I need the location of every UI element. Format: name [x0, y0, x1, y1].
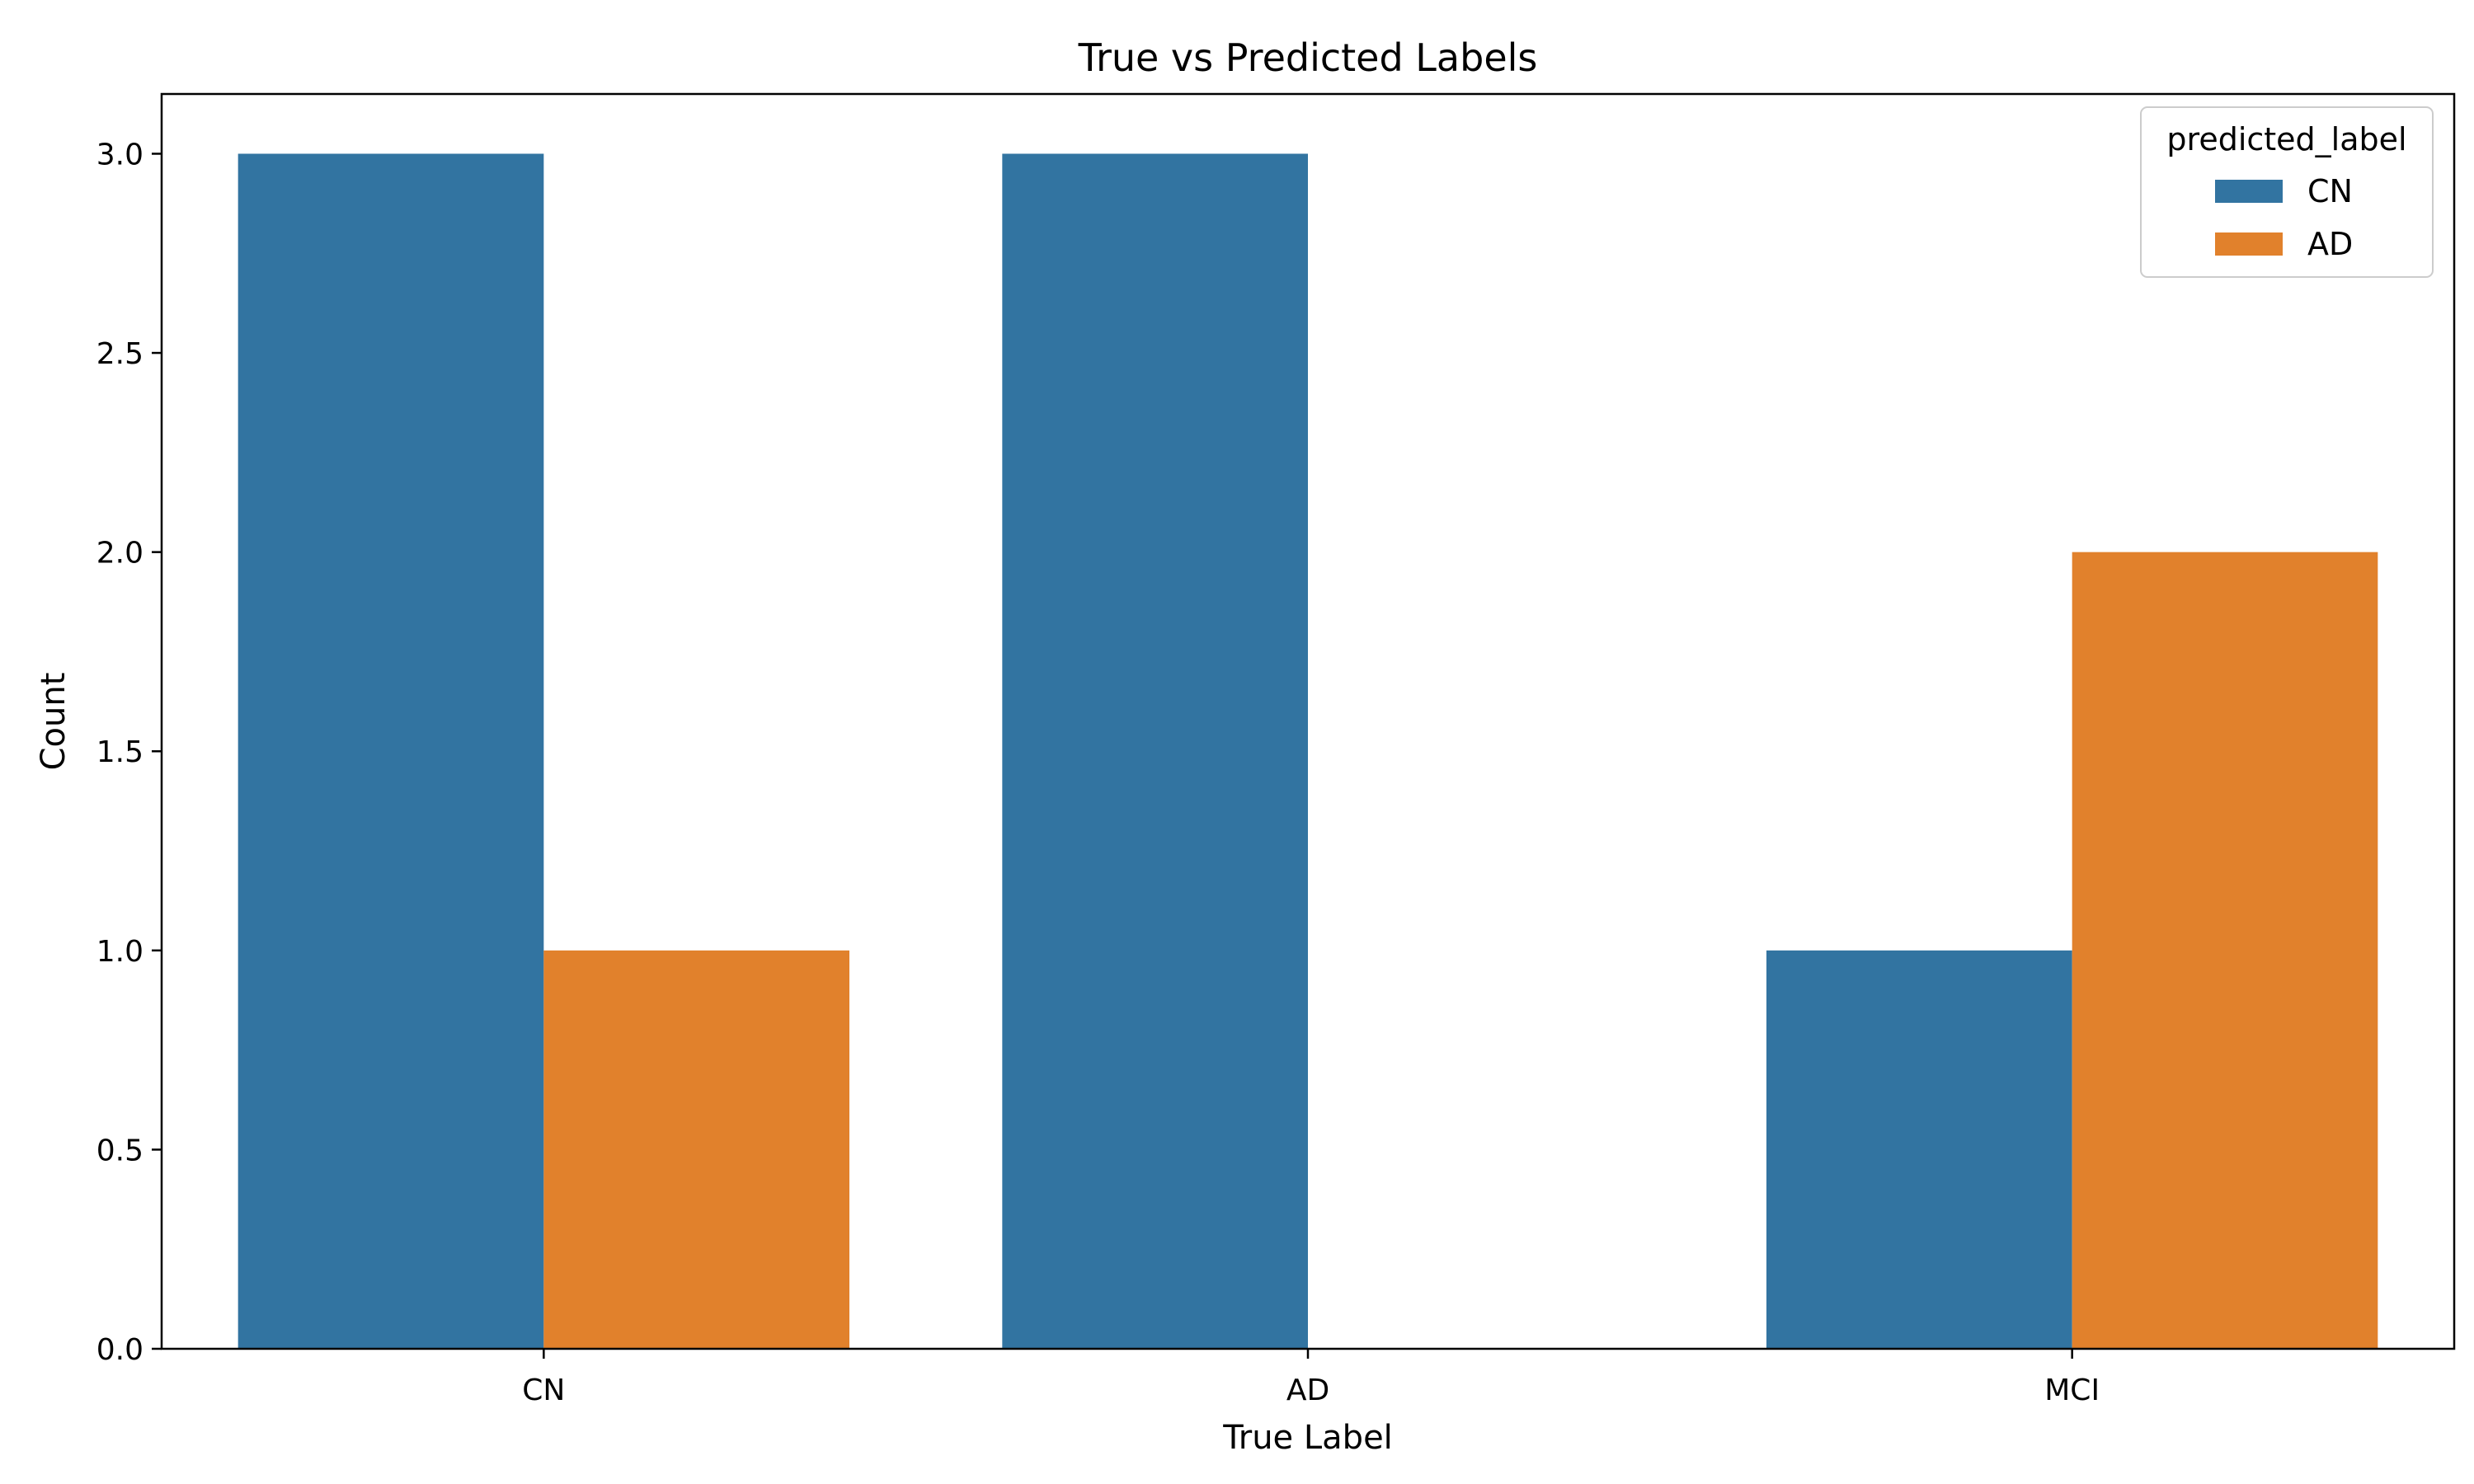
chart-title: True vs Predicted Labels — [1078, 35, 1538, 80]
bar-cn-cn — [238, 153, 544, 1349]
y-tick-label: 0.0 — [96, 1333, 143, 1367]
x-axis-ticks: CN AD MCI — [522, 1349, 2100, 1407]
y-tick-label: 2.5 — [96, 337, 143, 371]
legend-swatch-cn — [2215, 180, 2283, 203]
bars-group — [238, 153, 2378, 1349]
legend-swatch-ad — [2215, 232, 2283, 256]
y-axis-label: Count — [35, 673, 73, 771]
x-tick-label: AD — [1286, 1374, 1329, 1407]
y-tick-label: 3.0 — [96, 138, 143, 171]
bar-ad-cn — [543, 950, 849, 1349]
y-tick-label: 1.0 — [96, 935, 143, 969]
y-tick-label: 1.5 — [96, 735, 143, 769]
legend-items: CN AD — [2215, 173, 2353, 262]
y-tick-label: 0.5 — [96, 1134, 143, 1167]
x-tick-label: CN — [522, 1374, 565, 1407]
x-tick-label: MCI — [2044, 1374, 2100, 1407]
legend-label-ad: AD — [2307, 226, 2353, 262]
bar-cn-ad — [1002, 153, 1308, 1349]
legend: predicted_label CN AD — [2140, 106, 2434, 278]
bar-cn-mci — [1766, 950, 2072, 1349]
x-axis-label: True Label — [1222, 1419, 1393, 1457]
legend-label-cn: CN — [2307, 173, 2353, 209]
legend-box — [2140, 106, 2434, 278]
y-tick-label: 2.0 — [96, 537, 143, 571]
y-axis-ticks: 0.0 0.5 1.0 1.5 2.0 2.5 3.0 — [96, 138, 162, 1367]
bar-ad-mci — [2072, 552, 2378, 1349]
legend-title: predicted_label — [2166, 121, 2406, 157]
